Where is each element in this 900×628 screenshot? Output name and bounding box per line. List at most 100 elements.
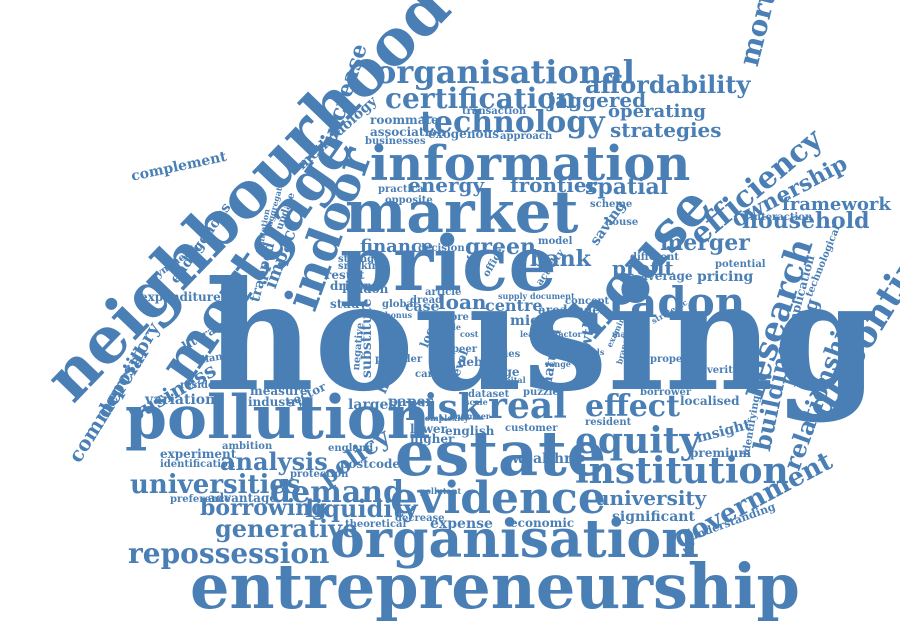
cloud-word: pricing: [697, 269, 754, 285]
cloud-word: postcode: [340, 457, 401, 471]
cloud-word: demand: [270, 475, 405, 510]
cloud-word: jaggered: [548, 88, 647, 112]
cloud-word: localised: [680, 394, 740, 408]
cloud-word: spatial: [585, 174, 669, 200]
cloud-word: smoking: [338, 261, 386, 272]
cloud-word: more: [440, 312, 469, 323]
cloud-word: experiment: [160, 447, 237, 461]
cloud-word: goods: [578, 347, 605, 357]
cloud-word: result: [325, 268, 365, 282]
cloud-word: ambition: [222, 441, 273, 452]
cloud-word: lower: [410, 422, 447, 436]
cloud-word: universities: [130, 470, 301, 500]
cloud-word: pollution: [125, 383, 431, 453]
cloud-word: borrower: [640, 387, 692, 398]
cloud-word: generative: [215, 514, 358, 543]
cloud-word: area: [538, 303, 568, 317]
cloud-word: household: [742, 208, 870, 234]
cloud-word: liquidity: [305, 494, 418, 523]
cloud-word: scale: [465, 397, 488, 407]
cloud-word: estate: [395, 417, 607, 490]
cloud-word: real: [488, 385, 567, 427]
cloud-word: variation: [145, 392, 216, 408]
cloud-word: factor: [555, 329, 582, 339]
cloud-word: interaction: [750, 212, 813, 223]
cloud-word: decision: [418, 243, 465, 254]
cloud-word: technology: [420, 105, 605, 140]
cloud-word: cancer: [415, 369, 453, 380]
cloud-word: loan: [438, 290, 487, 314]
cloud-word: exogenous: [428, 127, 500, 141]
cloud-word: frontier: [510, 173, 598, 197]
cloud-word: framework: [782, 194, 891, 215]
cloud-word: bank: [530, 246, 591, 272]
cloud-word: paper: [388, 394, 433, 410]
cloud-word: case: [405, 299, 440, 315]
cloud-word: equity: [575, 420, 701, 462]
cloud-word: affordability: [585, 70, 751, 99]
cloud-word: global: [382, 299, 417, 310]
cloud-word: customer: [505, 423, 558, 434]
cloud-word: concept: [565, 296, 610, 307]
cloud-word: entrepreneurship: [190, 550, 800, 623]
cloud-word: complexity: [420, 413, 469, 423]
cloud-word: repossession: [128, 537, 330, 570]
cloud-word: roommate: [370, 113, 439, 127]
cloud-word: risk: [405, 387, 483, 429]
cloud-word: driver: [330, 279, 371, 293]
cloud-word: decrease: [395, 513, 445, 524]
cloud-word: effect: [585, 389, 680, 424]
cloud-word: merger: [660, 230, 750, 256]
cloud-word: largest: [348, 397, 403, 413]
cloud-word: article: [425, 287, 462, 298]
cloud-word: house: [605, 217, 639, 228]
cloud-word: university: [595, 486, 707, 510]
cloud-word: london: [342, 282, 389, 296]
cloud-word: residential: [180, 380, 241, 391]
cloud-word: supply: [498, 291, 528, 301]
cloud-word: england: [328, 443, 374, 454]
cloud-word: lease: [520, 329, 543, 339]
cloud-word: expense: [430, 516, 493, 532]
cloud-word: operating: [608, 101, 707, 122]
cloud-word: strategies: [610, 118, 722, 142]
cloud-word: strength: [338, 254, 387, 265]
cloud-word: information: [370, 136, 691, 192]
cloud-word: institution: [575, 450, 789, 492]
cloud-word: number: [455, 411, 490, 421]
cloud-word: provider: [375, 354, 423, 365]
cloud-word: industry: [248, 395, 304, 409]
cloud-word: organisation: [330, 509, 699, 570]
cloud-word: range: [545, 359, 571, 369]
cloud-word: dread: [410, 295, 443, 306]
cloud-word: transaction: [462, 106, 527, 117]
cloud-word: bonus: [385, 310, 413, 320]
cloud-word: protection: [290, 469, 349, 480]
cloud-word: peer: [452, 344, 477, 355]
cloud-word: style: [440, 322, 461, 332]
cloud-word: different: [630, 252, 679, 263]
cloud-word: premium: [690, 446, 752, 460]
cloud-word: evidence: [390, 473, 606, 524]
cloud-word: association: [370, 125, 446, 139]
cloud-word: average: [640, 269, 693, 283]
cloud-word: certification: [385, 82, 577, 115]
cloud-word: practical: [378, 184, 428, 195]
cloud-word: english: [445, 424, 495, 438]
cloud-word: potential: [715, 259, 766, 270]
cloud-word: model: [538, 236, 573, 247]
cloud-word: approach: [500, 131, 553, 142]
cloud-word: economic: [510, 516, 575, 530]
cloud-word: wealthr: [512, 451, 572, 467]
cloud-word: organisational: [375, 53, 635, 91]
cloud-word: property: [650, 354, 698, 365]
cloud-word: theoretical: [345, 519, 407, 530]
cloud-word: lender: [563, 303, 607, 317]
cloud-word: mortgagesg: [732, 0, 809, 69]
cloud-word: study: [330, 297, 367, 311]
cloud-word: severity: [695, 365, 739, 376]
cloud-word: market: [345, 178, 579, 246]
cloud-word: cost: [460, 329, 479, 339]
cloud-word: micro: [510, 313, 556, 329]
